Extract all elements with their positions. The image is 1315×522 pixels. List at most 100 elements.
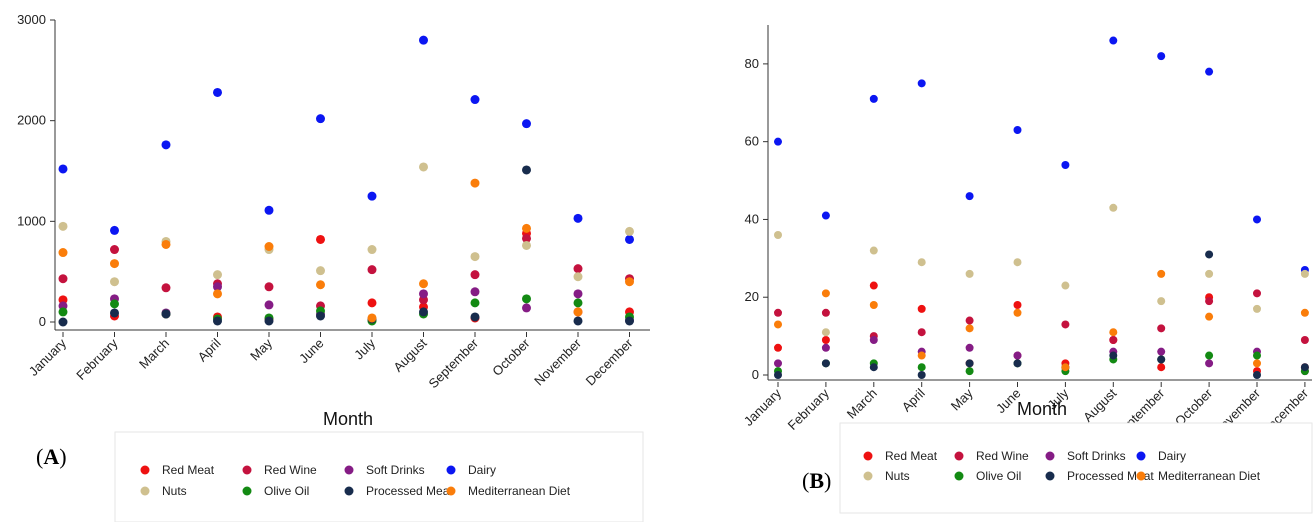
data-point <box>573 289 583 299</box>
data-point <box>316 266 325 276</box>
y-tick-label: 20 <box>745 289 759 304</box>
data-point <box>965 367 974 376</box>
x-tick-label: May <box>948 385 976 413</box>
data-point <box>1061 161 1070 169</box>
data-point <box>264 300 274 310</box>
legend-marker <box>344 486 354 496</box>
y-tick-label: 40 <box>745 211 759 226</box>
data-point <box>316 114 325 124</box>
data-point <box>1300 308 1309 317</box>
data-point <box>1300 336 1309 344</box>
x-tick-label: September <box>426 335 482 391</box>
data-point <box>470 95 480 105</box>
data-point <box>316 234 325 244</box>
y-tick-label: 60 <box>745 134 759 149</box>
data-point <box>774 231 782 239</box>
data-point <box>821 289 830 298</box>
legend-marker <box>140 486 150 496</box>
x-tick-label: November <box>531 335 584 388</box>
data-points <box>58 35 634 327</box>
data-point <box>419 162 428 172</box>
data-point <box>264 316 274 326</box>
x-tick-label: August <box>390 335 429 374</box>
data-point <box>917 351 926 360</box>
legend-marker <box>1045 471 1055 481</box>
x-tick-label: June <box>296 336 327 367</box>
legend-label: Dairy <box>468 463 496 477</box>
legend: Red Meat Red Wine Soft Drinks Dairy Nuts Oliv… <box>140 463 571 498</box>
data-point <box>1205 250 1214 259</box>
data-point <box>1061 281 1070 290</box>
data-point <box>1157 269 1166 278</box>
data-point <box>522 233 531 243</box>
data-point <box>367 245 377 255</box>
y-tick-label: 0 <box>752 367 759 382</box>
y-tick-label: 1000 <box>17 213 46 228</box>
legend-box <box>114 431 644 522</box>
data-point <box>774 308 782 317</box>
data-point <box>1157 52 1166 61</box>
legend-label: Mediterranean Diet <box>1158 469 1261 483</box>
data-point <box>316 280 325 290</box>
data-point <box>869 246 878 255</box>
data-point <box>110 259 119 269</box>
data-point <box>58 307 68 317</box>
legend-label: Red Meat <box>162 463 215 477</box>
legend-marker <box>954 471 964 481</box>
data-point <box>869 281 878 290</box>
legend-marker <box>446 465 456 475</box>
data-point <box>1157 363 1166 372</box>
data-point <box>161 140 171 150</box>
legend-label: Soft Drinks <box>1067 449 1126 463</box>
data-point <box>869 336 878 344</box>
data-point <box>419 289 428 299</box>
data-point <box>965 192 974 201</box>
legend-box <box>839 422 1313 514</box>
data-point <box>264 242 274 251</box>
data-point <box>1205 351 1214 360</box>
data-point <box>161 309 171 319</box>
legend: Red Meat Red Wine Soft Drinks Dairy Nuts Oliv… <box>863 449 1261 483</box>
data-point <box>821 211 830 220</box>
data-point <box>213 316 222 326</box>
data-point <box>58 164 68 174</box>
data-point <box>419 35 428 45</box>
legend-label: Soft Drinks <box>366 463 425 477</box>
data-point <box>821 308 830 317</box>
data-point <box>965 324 974 333</box>
x-axis-title: Month <box>1017 399 1067 419</box>
data-point <box>625 234 634 244</box>
data-point <box>1253 215 1261 224</box>
data-point <box>1157 324 1166 333</box>
legend-label: Nuts <box>162 484 187 498</box>
legend-label: Processed Meat <box>1067 469 1154 483</box>
data-point <box>110 225 119 235</box>
legend-marker <box>140 465 150 475</box>
data-point <box>1013 126 1022 134</box>
data-point <box>917 79 926 88</box>
data-point <box>316 311 325 321</box>
data-point <box>58 221 68 231</box>
data-point <box>917 371 926 379</box>
data-point <box>965 269 974 278</box>
data-point <box>110 308 119 318</box>
legend-marker <box>954 451 964 461</box>
data-point <box>110 277 119 287</box>
data-point <box>965 359 974 368</box>
data-point <box>1013 258 1022 267</box>
data-point <box>522 240 531 250</box>
data-point <box>1253 359 1261 368</box>
data-point <box>774 137 782 146</box>
data-point <box>573 272 583 282</box>
data-point <box>110 299 119 309</box>
legend-marker <box>1045 451 1055 461</box>
x-axis-title: Month <box>323 409 373 429</box>
x-tick-label: April <box>899 385 928 414</box>
data-point <box>58 317 68 327</box>
data-point <box>110 245 119 255</box>
legend-label: Red Meat <box>885 449 938 463</box>
data-point <box>264 282 274 292</box>
legend-label: Red Wine <box>976 449 1029 463</box>
data-point <box>821 336 830 344</box>
